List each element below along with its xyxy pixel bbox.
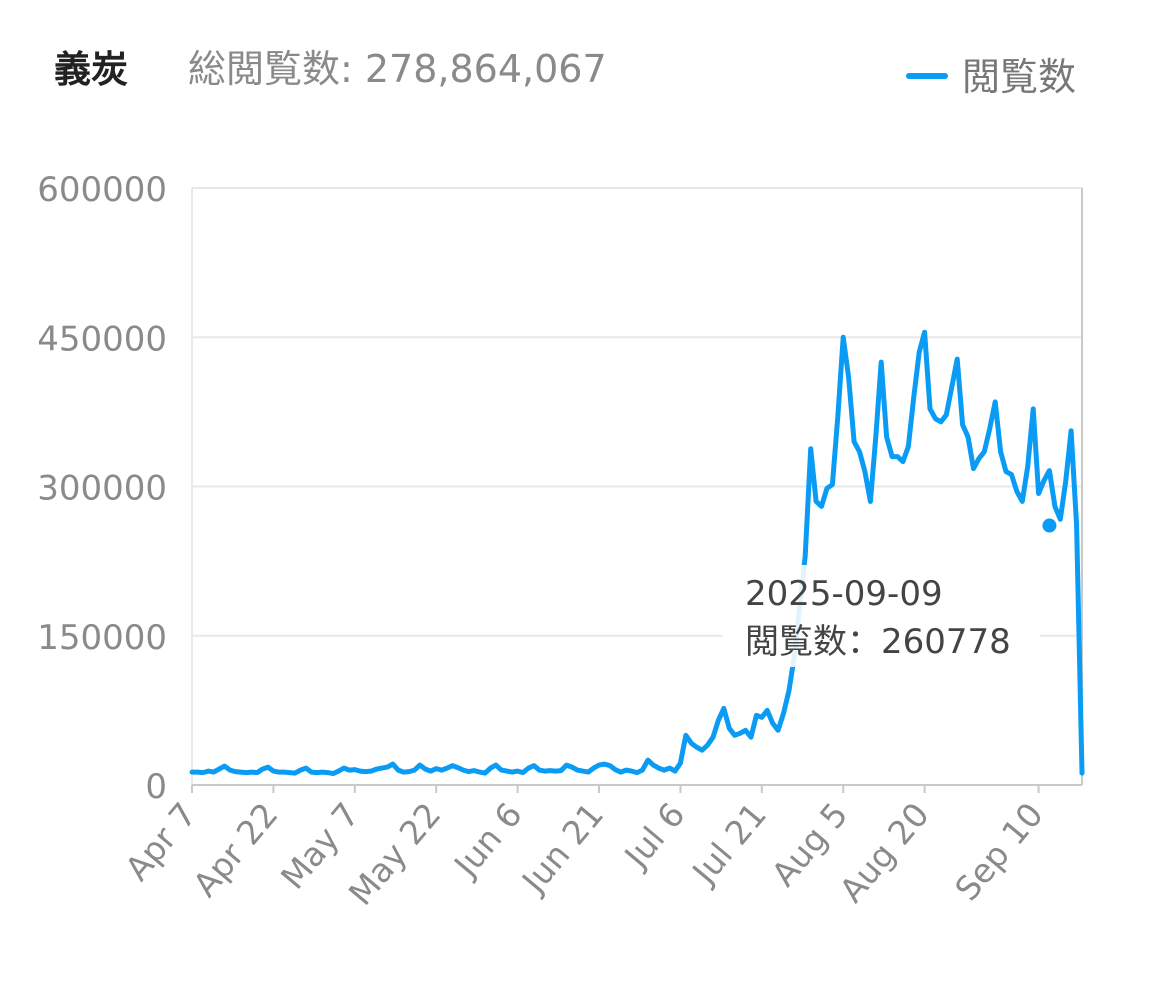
y-tick-label: 600000 <box>37 170 167 210</box>
series-line-views <box>189 329 1085 777</box>
y-tick-label: 300000 <box>37 469 167 509</box>
legend-swatch <box>906 73 948 79</box>
legend-label: 閲覧数 <box>962 55 1076 99</box>
total-views-subtitle: 総閲覧数: 278,864,067 <box>188 47 607 91</box>
x-tick-label: Jul 21 <box>683 795 773 892</box>
y-tick-label: 450000 <box>37 319 167 359</box>
x-tick-label: Jun 21 <box>513 795 611 901</box>
tooltip-value: 閲覧数：260778 <box>745 622 1011 662</box>
tooltip-date: 2025-09-09 <box>745 574 943 614</box>
x-tick-label: Jul 6 <box>616 795 693 876</box>
chart-title: 義炭 <box>54 48 128 91</box>
tooltip-box <box>722 565 1040 667</box>
y-tick-label: 150000 <box>37 618 167 658</box>
x-tick-label: Sep 10 <box>947 795 1051 908</box>
tooltip: 2025-09-09 閲覧数：260778 <box>722 565 1040 667</box>
series-group <box>189 329 1085 777</box>
x-tick-label: Aug 20 <box>832 795 937 910</box>
highlight-point[interactable] <box>1040 516 1059 535</box>
y-tick-label: 0 <box>145 767 167 807</box>
legend[interactable]: 閲覧数 <box>906 55 1076 99</box>
grid-lines <box>191 187 1083 786</box>
x-tick-label: Apr 22 <box>185 795 285 904</box>
y-axis-ticks: 600000 450000 300000 150000 0 <box>37 170 167 807</box>
